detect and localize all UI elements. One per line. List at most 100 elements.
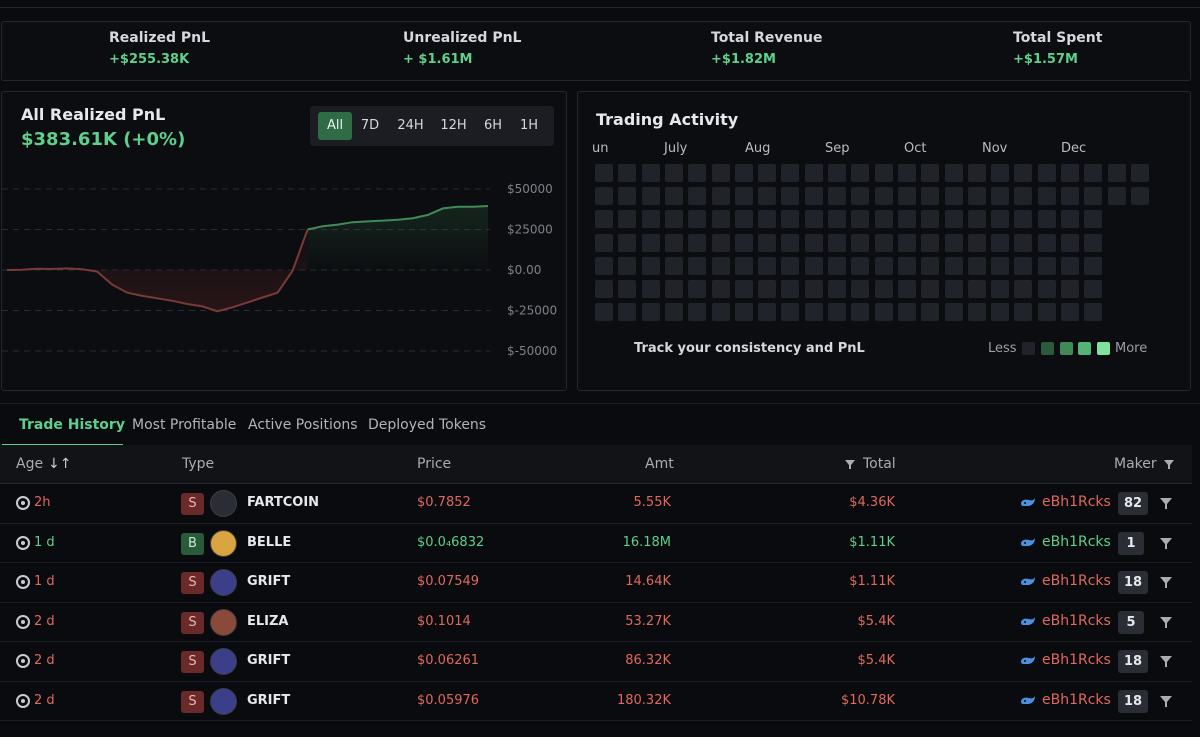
tab-active-positions[interactable]: Active Positions [248, 417, 358, 433]
activity-cell[interactable] [804, 164, 823, 182]
token-name[interactable]: GRIFT [247, 653, 291, 668]
activity-cell[interactable] [1014, 303, 1033, 322]
activity-cell[interactable] [595, 256, 613, 275]
activity-cell[interactable] [711, 164, 730, 182]
activity-cell[interactable] [967, 256, 986, 275]
activity-cell[interactable] [688, 187, 707, 206]
activity-cell[interactable] [595, 280, 613, 298]
activity-cell[interactable] [1084, 303, 1103, 322]
activity-cell[interactable] [1037, 210, 1056, 229]
activity-cell[interactable] [991, 187, 1010, 206]
filter-icon[interactable] [1160, 695, 1172, 707]
activity-cell[interactable] [944, 187, 963, 206]
activity-cell[interactable] [688, 280, 707, 298]
activity-cell[interactable] [1061, 256, 1079, 275]
activity-cell[interactable] [758, 210, 777, 229]
activity-cell[interactable] [758, 187, 777, 206]
activity-cell[interactable] [851, 280, 870, 298]
token-avatar[interactable] [210, 529, 237, 557]
activity-cell[interactable] [781, 164, 800, 182]
token-name[interactable]: ELIZA [247, 613, 289, 629]
activity-cell[interactable] [921, 210, 940, 229]
activity-cell[interactable] [897, 233, 916, 252]
activity-cell[interactable] [1014, 256, 1033, 275]
activity-cell[interactable] [967, 187, 986, 206]
filter-icon[interactable] [845, 460, 855, 469]
activity-cell[interactable] [641, 303, 660, 322]
activity-cell[interactable] [595, 233, 613, 252]
range-24h-button[interactable]: 24H [397, 118, 424, 133]
activity-cell[interactable] [874, 164, 893, 182]
filter-icon[interactable] [1160, 498, 1172, 509]
activity-cell[interactable] [641, 233, 660, 252]
activity-cell[interactable] [618, 303, 637, 322]
activity-cell[interactable] [874, 210, 893, 229]
activity-cell[interactable] [851, 256, 870, 275]
activity-cell[interactable] [921, 303, 940, 322]
activity-cell[interactable] [1061, 164, 1079, 182]
token-avatar[interactable] [210, 490, 237, 517]
activity-cell[interactable] [711, 210, 730, 229]
activity-cell[interactable] [595, 187, 613, 206]
activity-cell[interactable] [897, 210, 916, 229]
sort-icon[interactable]: ↓↑ [48, 456, 72, 472]
activity-cell[interactable] [711, 233, 730, 252]
activity-cell[interactable] [874, 303, 893, 322]
activity-cell[interactable] [758, 256, 777, 275]
activity-cell[interactable] [828, 164, 846, 182]
range-12h-button[interactable]: 12H [440, 118, 467, 133]
activity-cell[interactable] [734, 210, 753, 229]
activity-cell[interactable] [944, 303, 963, 322]
activity-cell[interactable] [967, 303, 986, 322]
activity-cell[interactable] [711, 187, 730, 206]
activity-cell[interactable] [828, 187, 846, 206]
activity-cell[interactable] [688, 164, 707, 182]
activity-cell[interactable] [618, 187, 637, 206]
activity-cell[interactable] [734, 280, 753, 298]
activity-cell[interactable] [618, 210, 637, 229]
activity-cell[interactable] [781, 210, 800, 229]
activity-cell[interactable] [781, 187, 800, 206]
activity-cell[interactable] [664, 256, 683, 275]
maker-address[interactable]: eBh1Rcks [1042, 652, 1111, 668]
activity-cell[interactable] [874, 280, 893, 298]
activity-cell[interactable] [711, 280, 730, 298]
token-avatar[interactable] [210, 569, 237, 596]
activity-cell[interactable] [1061, 187, 1079, 206]
activity-cell[interactable] [641, 187, 660, 206]
activity-cell[interactable] [1037, 233, 1056, 252]
range-6h-button[interactable]: 6H [483, 118, 503, 133]
activity-cell[interactable] [664, 187, 683, 206]
activity-cell[interactable] [828, 303, 846, 322]
activity-cell[interactable] [851, 210, 870, 229]
activity-cell[interactable] [897, 164, 916, 182]
activity-cell[interactable] [711, 303, 730, 322]
activity-cell[interactable] [1037, 187, 1056, 206]
activity-cell[interactable] [618, 233, 637, 252]
activity-cell[interactable] [1061, 210, 1079, 229]
activity-cell[interactable] [664, 210, 683, 229]
activity-cell[interactable] [595, 164, 613, 182]
activity-cell[interactable] [641, 280, 660, 298]
filter-icon[interactable] [1164, 460, 1174, 469]
activity-cell[interactable] [967, 210, 986, 229]
activity-cell[interactable] [967, 280, 986, 298]
activity-cell[interactable] [874, 233, 893, 252]
range-7d-button[interactable]: 7D [360, 118, 380, 133]
activity-cell[interactable] [641, 164, 660, 182]
activity-cell[interactable] [595, 303, 613, 322]
token-name[interactable]: GRIFT [247, 692, 291, 708]
maker-address[interactable]: eBh1Rcks [1042, 533, 1111, 550]
activity-cell[interactable] [851, 164, 870, 182]
activity-cell[interactable] [1037, 303, 1056, 322]
tab-most-profitable[interactable]: Most Profitable [132, 417, 237, 433]
maker-address[interactable]: eBh1Rcks [1042, 573, 1111, 589]
range-1h-button[interactable]: 1H [519, 118, 539, 133]
activity-cell[interactable] [1084, 210, 1103, 229]
activity-cell[interactable] [781, 233, 800, 252]
filter-icon[interactable] [1160, 537, 1172, 549]
activity-cell[interactable] [734, 303, 753, 322]
activity-cell[interactable] [851, 303, 870, 322]
token-avatar[interactable] [210, 608, 237, 636]
activity-cell[interactable] [897, 303, 916, 322]
